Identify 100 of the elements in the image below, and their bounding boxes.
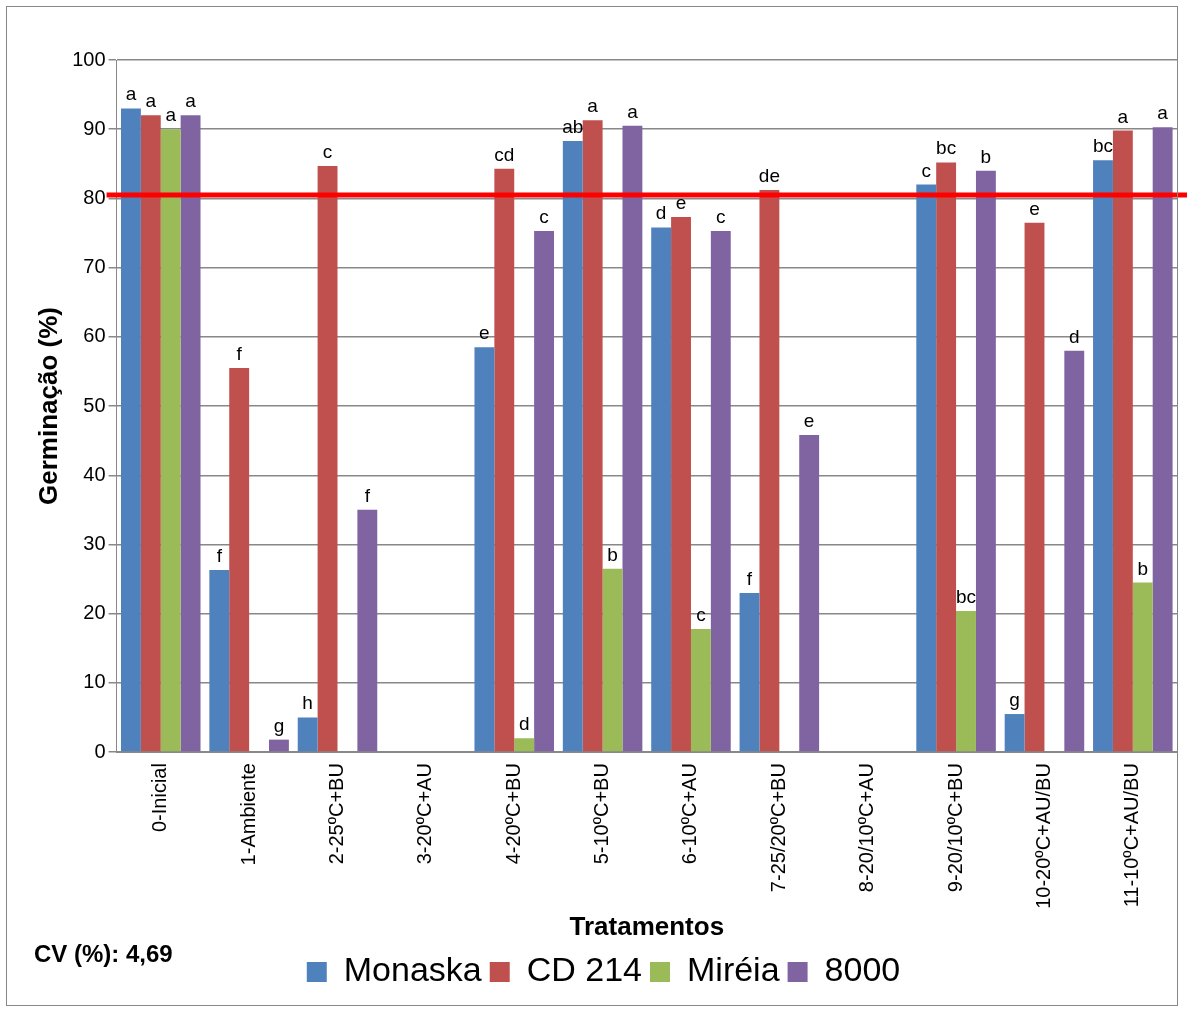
y-tick-label: 30: [83, 531, 106, 554]
x-tick-label: 0-Inicial: [148, 763, 171, 833]
bar: [1152, 127, 1173, 752]
bar: [799, 435, 820, 752]
bar: [1112, 130, 1133, 752]
data-label: b: [980, 145, 992, 167]
data-label: a: [627, 100, 638, 122]
y-tick-label: 90: [83, 116, 106, 139]
data-label: a: [145, 90, 157, 112]
bar: [1132, 582, 1153, 752]
bar: [1004, 714, 1025, 752]
legend-label: Miréia: [687, 950, 780, 989]
data-label: a: [125, 83, 137, 105]
data-label: a: [185, 90, 196, 112]
bar: [936, 162, 957, 752]
y-tick-label: 80: [83, 185, 106, 208]
bar: [622, 125, 643, 752]
legend-label: 8000: [824, 950, 901, 989]
legend-label: CD 214: [526, 950, 643, 989]
y-tick-label: 60: [83, 324, 106, 347]
bar: [956, 610, 976, 752]
data-label: bc: [1092, 135, 1114, 157]
bar: [975, 170, 996, 752]
data-label: f: [216, 545, 222, 567]
data-label: cd: [494, 143, 515, 165]
y-tick-label: 70: [83, 255, 106, 278]
data-label: a: [165, 104, 176, 126]
bar: [651, 227, 672, 752]
data-label: g: [273, 714, 285, 736]
data-label: a: [587, 95, 598, 117]
data-label: e: [479, 322, 490, 344]
bar: [759, 190, 780, 752]
bar: [120, 108, 141, 752]
data-label: a: [1157, 102, 1168, 124]
x-tick-label: 3-20ºC+AU: [413, 763, 436, 865]
y-tick-label: 50: [83, 393, 106, 416]
data-label: h: [302, 692, 313, 714]
data-label: d: [518, 713, 530, 735]
data-label: g: [1009, 689, 1020, 711]
bar: [602, 568, 623, 752]
data-label: c: [539, 205, 549, 227]
bar: [562, 140, 583, 752]
data-label: d: [655, 202, 667, 224]
bar: [1064, 350, 1085, 752]
y-tick-label: 100: [72, 47, 106, 70]
data-label: e: [675, 192, 687, 214]
data-label: bc: [936, 137, 957, 159]
x-tick-label: 1-Ambiente: [236, 763, 259, 866]
bar: [494, 168, 515, 752]
legend-label: Monaska: [343, 950, 482, 989]
data-label: b: [1137, 557, 1149, 579]
bar: [180, 115, 201, 752]
data-label: bc: [955, 585, 977, 607]
data-label: ab: [562, 115, 584, 137]
y-tick-label: 10: [83, 670, 106, 693]
bar: [671, 217, 691, 752]
data-label: e: [803, 410, 815, 432]
data-label: b: [607, 543, 618, 565]
x-tick-label: 4-20ºC+BU: [501, 763, 524, 865]
y-tick-label: 40: [83, 462, 106, 485]
data-label: c: [921, 159, 931, 181]
bar: [229, 367, 250, 752]
bar: [297, 717, 318, 752]
bar: [514, 738, 535, 752]
data-label: f: [236, 342, 242, 364]
x-tick-label: 8-20/10ºC+AU: [855, 763, 878, 893]
x-tick-label: 5-10ºC+BU: [590, 763, 613, 865]
data-label: c: [696, 603, 706, 625]
bar: [1093, 160, 1113, 752]
x-tick-label: 6-10ºC+AU: [678, 763, 701, 865]
x-tick-label: 10-20ºC+AU/BU: [1031, 763, 1054, 909]
bar: [317, 165, 338, 752]
data-label: f: [746, 567, 753, 589]
bar: [474, 347, 495, 752]
x-axis-title: Tratamentos: [569, 910, 725, 941]
data-label: de: [758, 165, 780, 187]
bar: [916, 184, 937, 752]
y-axis-title: Germinação (%): [32, 307, 63, 506]
x-tick-label: 9-20/10ºC+BU: [943, 763, 966, 893]
data-label: f: [364, 484, 370, 506]
y-tick-label: 0: [94, 739, 106, 762]
x-tick-label: 11-10ºC+AU/BU: [1120, 763, 1143, 908]
data-label: d: [1068, 325, 1080, 347]
data-label: c: [322, 140, 333, 162]
bar: [160, 129, 181, 752]
bar: [534, 230, 554, 752]
data-label: c: [716, 205, 726, 227]
bar: [710, 230, 731, 752]
bar: [209, 570, 230, 752]
data-label: e: [1029, 197, 1040, 219]
y-tick-label: 20: [83, 601, 106, 624]
bar: [1024, 222, 1045, 752]
x-tick-label: 2-25ºC+BU: [325, 763, 348, 865]
bar: [582, 120, 603, 752]
bar: [269, 739, 289, 752]
x-tick-label: 7-25/20ºC+BU: [766, 763, 789, 893]
text: CV (%): 4,69: [34, 940, 173, 968]
bar: [739, 592, 760, 752]
bar: [357, 509, 378, 752]
bar: [140, 115, 161, 752]
